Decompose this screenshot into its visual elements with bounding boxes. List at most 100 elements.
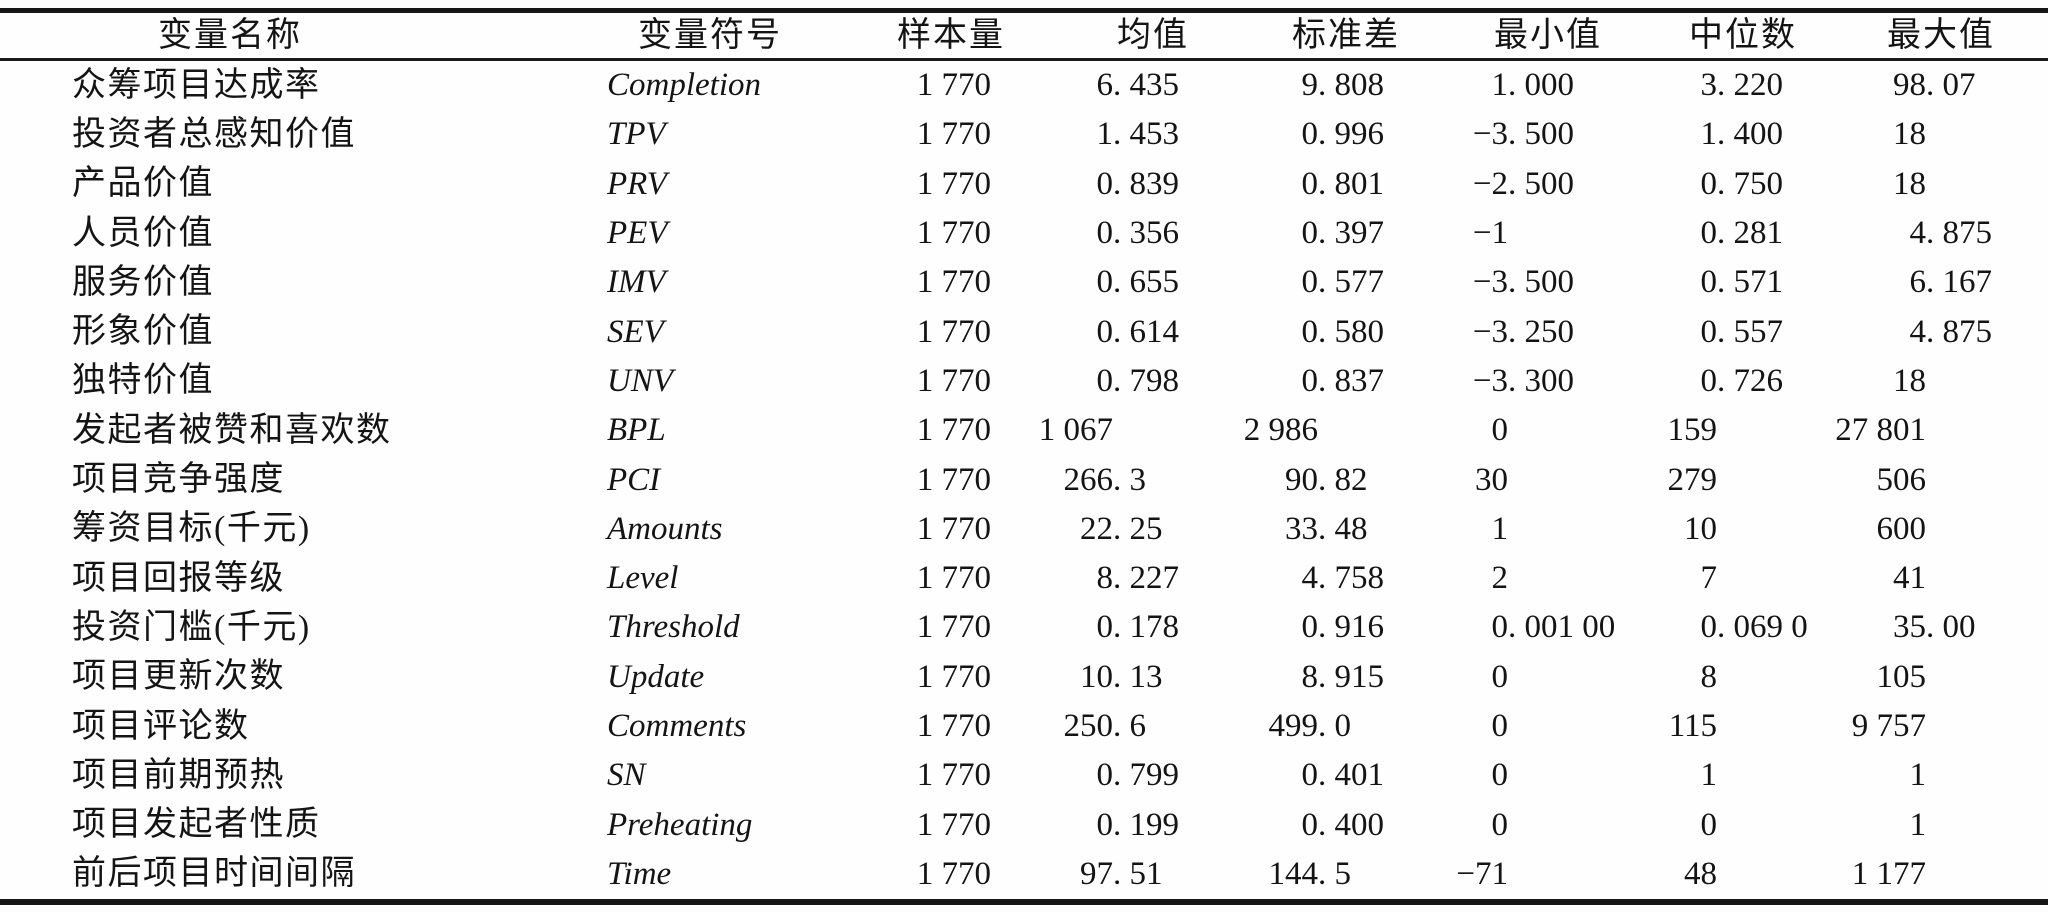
fraction-part: . 356 bbox=[1113, 215, 1179, 252]
cell-min: 0 bbox=[1420, 759, 1625, 792]
cell-sample: 1 770 bbox=[860, 806, 1010, 843]
cell-min: 2 bbox=[1420, 562, 1625, 595]
integer-part: 90 bbox=[1285, 461, 1318, 498]
col-header-variable-name: 变量名称 bbox=[158, 16, 302, 54]
cell-variable-name: 筹资目标(千元) bbox=[72, 510, 311, 548]
fraction-part: . 5 bbox=[1318, 855, 1351, 892]
cell-mean: 0. 655 bbox=[1010, 266, 1215, 299]
integer-part: 1 770 bbox=[916, 855, 991, 892]
integer-part: 1 770 bbox=[916, 708, 991, 744]
integer-part: 1 770 bbox=[916, 806, 991, 843]
integer-part: 1 770 bbox=[916, 165, 991, 202]
cell-median: 115 bbox=[1625, 710, 1830, 743]
fraction-part: . 167 bbox=[1926, 264, 1992, 301]
fraction-part: . 500 bbox=[1508, 165, 1574, 202]
integer-part: 7 bbox=[1700, 560, 1718, 597]
cell-median: 3. 220 bbox=[1625, 69, 1830, 102]
cell-max: 9 757 bbox=[1830, 710, 2048, 743]
cell-max: 4. 875 bbox=[1830, 217, 2048, 250]
cell-max: 98. 07 bbox=[1830, 69, 2048, 102]
integer-part: 0 bbox=[1491, 412, 1509, 449]
cell-median: 1. 400 bbox=[1625, 118, 1830, 151]
cell-variable-symbol: SN bbox=[607, 757, 646, 794]
table-row: 产品价值 PRV 1 770 0. 839 0. 801 −2. 500 0. 750 18 bbox=[0, 160, 2048, 209]
integer-part: 0 bbox=[1301, 806, 1319, 843]
table-row: 发起者被赞和喜欢数 BPL 1 770 1 067 2 986 0 159 27 801 bbox=[0, 406, 2048, 455]
integer-part: 1 bbox=[1909, 806, 1927, 843]
integer-part: 0 bbox=[1096, 215, 1114, 252]
fraction-part: . 726 bbox=[1717, 362, 1783, 399]
integer-part: 0 bbox=[1700, 609, 1718, 646]
cell-sd: 499. 0 bbox=[1215, 710, 1420, 743]
cell-variable-name: 发起者被赞和喜欢数 bbox=[72, 411, 392, 449]
cell-max: 1 177 bbox=[1830, 855, 2048, 892]
integer-part: 0 bbox=[1096, 313, 1114, 350]
integer-part: 1 bbox=[1700, 116, 1718, 153]
integer-part: 1 177 bbox=[1851, 855, 1926, 892]
integer-part: 97 bbox=[1080, 855, 1113, 892]
cell-sd: 0. 397 bbox=[1215, 217, 1420, 250]
descriptive-statistics-table: 变量名称 变量符号 样本量 均值 标准差 最小值 中位数 最大值 众筹项目达成率… bbox=[0, 8, 2048, 906]
cell-mean: 0. 199 bbox=[1010, 808, 1215, 842]
integer-part: 0 bbox=[1096, 264, 1114, 301]
integer-part: 0 bbox=[1700, 313, 1718, 350]
fraction-part: . 614 bbox=[1113, 313, 1179, 350]
cell-max: 35. 00 bbox=[1830, 611, 2048, 644]
cell-variable-name: 投资门槛(千元) bbox=[72, 608, 311, 646]
cell-sample: 1 770 bbox=[860, 165, 1010, 202]
fraction-part: . 3 bbox=[1113, 461, 1146, 498]
cell-sd: 0. 916 bbox=[1215, 611, 1420, 644]
table-row: 投资者总感知价值 TPV 1 770 1. 453 0. 996 −3. 500 1. 40… bbox=[0, 110, 2048, 159]
cell-sample: 1 770 bbox=[860, 510, 1010, 547]
integer-part: 9 bbox=[1301, 67, 1319, 104]
integer-part: 1 770 bbox=[916, 264, 991, 301]
cell-median: 10 bbox=[1625, 512, 1830, 546]
cell-sample: 1 770 bbox=[860, 660, 1010, 694]
fraction-part: . 580 bbox=[1318, 313, 1384, 350]
integer-part: 1 bbox=[1909, 757, 1927, 794]
integer-part: 266 bbox=[1063, 461, 1114, 498]
cell-mean: 10. 13 bbox=[1010, 658, 1215, 695]
fraction-part: . 001 00 bbox=[1508, 609, 1616, 646]
cell-max: 1 bbox=[1830, 759, 2048, 792]
cell-sample: 1 770 bbox=[860, 759, 1010, 792]
fraction-part: . 453 bbox=[1113, 116, 1179, 153]
col-header-variable-symbol: 变量符号 bbox=[638, 16, 782, 54]
integer-part: 0 bbox=[1096, 362, 1114, 399]
cell-sample: 1 770 bbox=[860, 266, 1010, 299]
cell-sample: 1 770 bbox=[860, 710, 1010, 743]
cell-variable-name: 众筹项目达成率 bbox=[72, 66, 321, 104]
integer-part: 48 bbox=[1684, 855, 1717, 892]
integer-part: −2 bbox=[1472, 165, 1508, 202]
integer-part: 0 bbox=[1301, 609, 1319, 646]
integer-part: 1 770 bbox=[916, 510, 991, 547]
integer-part: 35 bbox=[1893, 609, 1926, 646]
cell-median: 1 bbox=[1625, 759, 1830, 792]
fraction-part: . 82 bbox=[1318, 461, 1368, 498]
cell-min: −3. 300 bbox=[1420, 364, 1625, 398]
integer-part: −3 bbox=[1472, 116, 1508, 153]
cell-variable-symbol: PEV bbox=[607, 215, 668, 252]
cell-max: 6. 167 bbox=[1830, 266, 2048, 299]
cell-median: 0. 750 bbox=[1625, 167, 1830, 201]
cell-sd: 33. 48 bbox=[1215, 512, 1420, 546]
integer-part: 0 bbox=[1301, 165, 1319, 202]
cell-median: 279 bbox=[1625, 463, 1830, 497]
integer-part: 1 770 bbox=[916, 609, 991, 646]
table-row: 独特价值 UNV 1 770 0. 798 0. 837 −3. 300 0. 726 18 bbox=[0, 357, 2048, 406]
col-header-median: 中位数 bbox=[1689, 16, 1797, 54]
integer-part: 0 bbox=[1301, 264, 1319, 301]
integer-part: 22 bbox=[1080, 510, 1113, 547]
cell-mean: 266. 3 bbox=[1010, 461, 1215, 498]
fraction-part: . 996 bbox=[1318, 116, 1384, 153]
col-header-max: 最大值 bbox=[1887, 16, 1995, 54]
fraction-part: . 220 bbox=[1717, 67, 1783, 104]
table-row: 项目评论数 Comments 1 770 250. 6 499. 0 0 115 9 757 bbox=[0, 702, 2048, 751]
cell-sample: 1 770 bbox=[860, 364, 1010, 398]
cell-mean: 250. 6 bbox=[1010, 710, 1215, 743]
fraction-part: . 13 bbox=[1113, 658, 1163, 695]
integer-part: 18 bbox=[1893, 116, 1926, 153]
cell-variable-name: 项目前期预热 bbox=[72, 756, 285, 794]
fraction-part: . 875 bbox=[1926, 215, 1992, 252]
